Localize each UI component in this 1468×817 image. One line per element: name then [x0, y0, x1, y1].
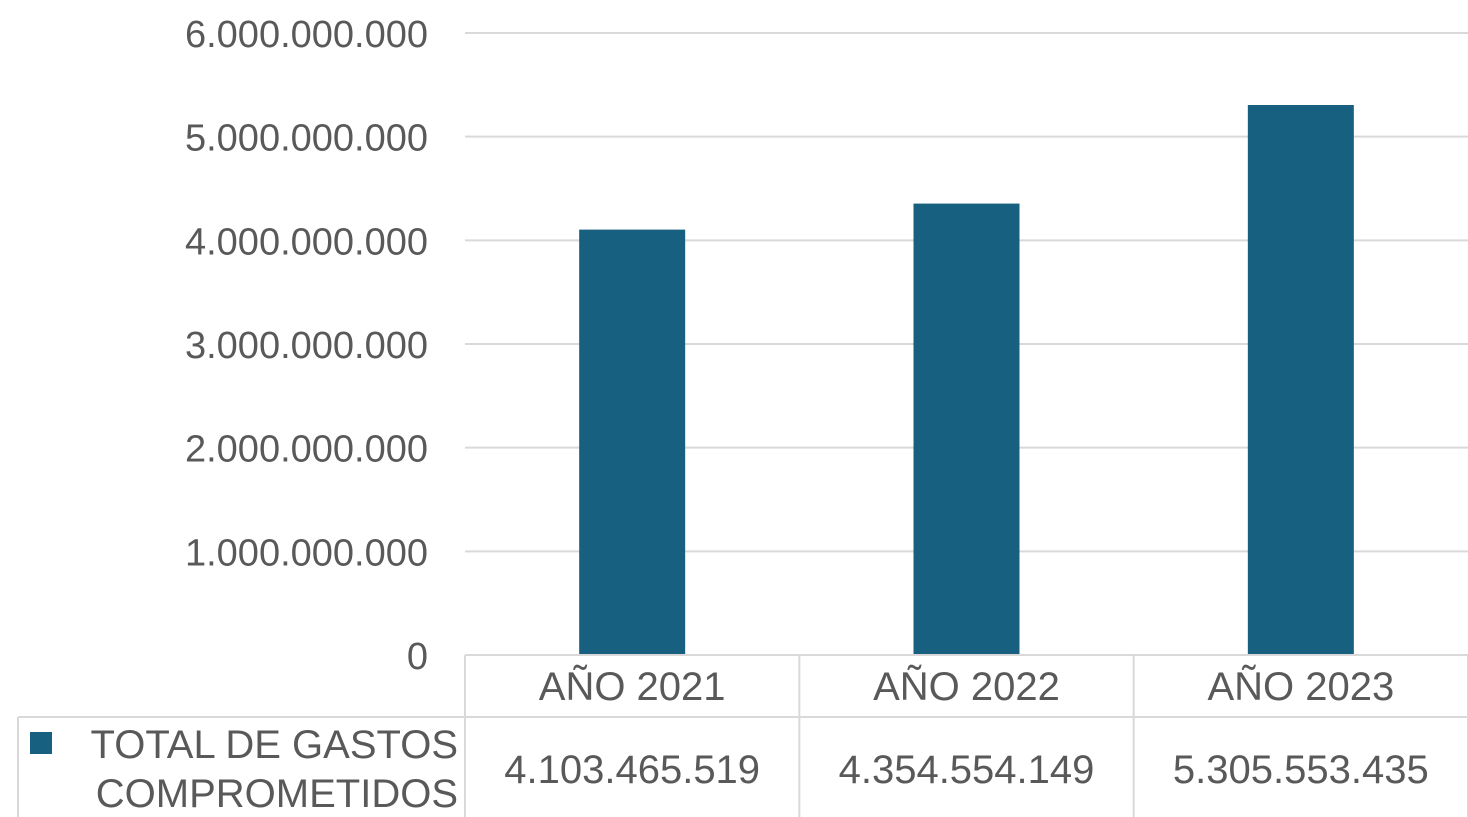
bar	[579, 229, 686, 655]
bars	[579, 104, 1354, 655]
y-tick-label: 0	[407, 636, 428, 678]
series-name-label: TOTAL DE GASTOS	[91, 723, 459, 767]
legend-swatch	[30, 732, 52, 754]
x-category-label: AÑO 2023	[1207, 664, 1394, 709]
data-value-label: 5.305.553.435	[1173, 748, 1429, 792]
y-tick-label: 1.000.000.000	[185, 532, 428, 574]
y-tick-label: 3.000.000.000	[185, 325, 428, 367]
x-category-label: AÑO 2022	[873, 664, 1060, 709]
data-value-label: 4.354.554.149	[839, 748, 1095, 792]
x-category-label: AÑO 2021	[539, 664, 726, 709]
y-tick-label: 4.000.000.000	[185, 221, 428, 263]
y-tick-label: 5.000.000.000	[185, 118, 428, 160]
series-name-label: COMPROMETIDOS	[96, 772, 458, 816]
y-tick-label: 2.000.000.000	[185, 429, 428, 471]
data-value-label: 4.103.465.519	[504, 748, 760, 792]
data-table: AÑO 2021 AÑO 2022 AÑO 2023 4.103.465.519 4.3…	[17, 654, 1468, 817]
y-tick-label: 6.000.000.000	[185, 14, 428, 56]
y-axis-tick-labels: 0 1.000.000.000 2.000.000.000 3.000.000.000…	[185, 14, 428, 678]
bar	[913, 203, 1020, 655]
bar	[1247, 104, 1354, 655]
